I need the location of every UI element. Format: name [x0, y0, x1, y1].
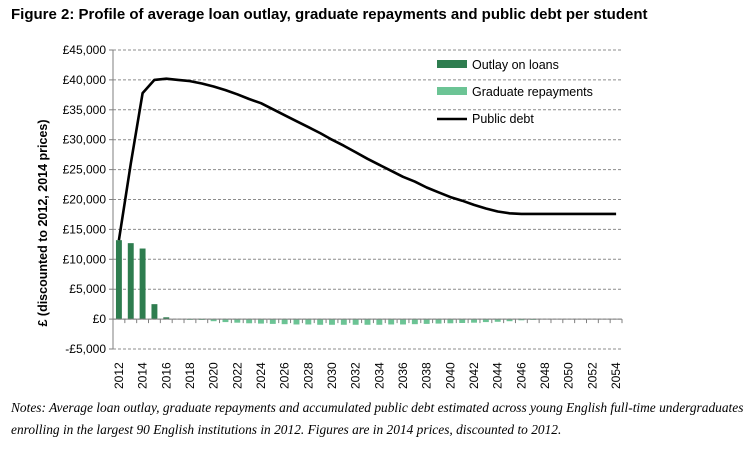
- x-tick-label: 2050: [562, 362, 576, 389]
- legend-label: Outlay on loans: [472, 58, 559, 72]
- bar: [281, 319, 288, 325]
- bar: [151, 304, 158, 320]
- x-tick-label: 2034: [372, 362, 386, 389]
- legend-label: Public debt: [472, 112, 534, 126]
- bar: [234, 319, 241, 323]
- axes: [109, 49, 623, 350]
- bars: [115, 240, 537, 325]
- y-tick-label: £30,000: [63, 133, 107, 147]
- bar: [435, 319, 442, 324]
- bar: [518, 319, 525, 321]
- bar: [364, 319, 371, 325]
- x-tick-label: 2040: [443, 362, 457, 389]
- x-tick-label: 2038: [420, 362, 434, 389]
- bar: [246, 319, 253, 324]
- bar: [352, 319, 359, 325]
- x-tick-label: 2032: [349, 362, 363, 389]
- bar: [139, 248, 146, 320]
- bar: [269, 319, 276, 324]
- bar: [482, 319, 489, 323]
- figure-title: Figure 2: Profile of average loan outlay…: [11, 6, 648, 23]
- bar: [210, 319, 217, 322]
- x-tick-label: 2016: [159, 362, 173, 389]
- x-tick-label: 2048: [538, 362, 552, 389]
- bar: [388, 319, 395, 325]
- public-debt-line: [117, 77, 617, 241]
- figure-notes: Notes: Average loan outlay, graduate rep…: [11, 400, 744, 437]
- legend-swatch: [437, 87, 467, 95]
- legend-label: Graduate repayments: [472, 85, 593, 99]
- y-axis-tick-labels: -£5,000 £0 £5,000 £10,000 £15,000 £20,000 £25,…: [63, 43, 107, 356]
- bar: [115, 240, 122, 320]
- y-tick-label: £20,000: [63, 193, 107, 207]
- y-tick-label: £35,000: [63, 103, 107, 117]
- y-tick-label: £25,000: [63, 163, 107, 177]
- legend-swatch: [437, 60, 467, 68]
- chart-canvas: -£5,000 £0 £5,000 £10,000 £15,000 £20,000 £25,…: [36, 43, 623, 389]
- bar: [400, 319, 406, 325]
- y-axis-label: £ (discounted to 2012, 2014 prices): [36, 119, 50, 326]
- x-tick-label: 2012: [112, 362, 126, 389]
- x-tick-label: 2054: [609, 362, 623, 389]
- x-tick-label: 2014: [136, 362, 150, 389]
- x-tick-label: 2046: [514, 362, 528, 389]
- bar: [494, 319, 501, 322]
- bar: [447, 319, 454, 324]
- y-tick-label: -£5,000: [65, 342, 106, 356]
- y-tick-label: £0: [93, 312, 107, 326]
- y-tick-label: £40,000: [63, 73, 107, 87]
- x-tick-label: 2026: [278, 362, 292, 389]
- x-tick-label: 2044: [491, 362, 505, 389]
- bar: [471, 319, 477, 323]
- bar: [163, 317, 170, 320]
- legend: Outlay on loans Graduate repayments Public…: [437, 58, 593, 126]
- x-tick-label: 2018: [183, 362, 197, 389]
- bar: [423, 319, 430, 324]
- x-tick-label: 2030: [325, 362, 339, 389]
- x-tick-label: 2052: [585, 362, 599, 389]
- bar: [127, 243, 134, 320]
- bar: [258, 319, 264, 324]
- y-tick-label: £10,000: [63, 252, 107, 266]
- x-tick-label: 2022: [230, 362, 244, 389]
- bar: [305, 319, 312, 325]
- x-tick-label: 2028: [301, 362, 315, 389]
- bar: [222, 319, 229, 323]
- bar: [340, 319, 347, 325]
- y-tick-label: £45,000: [63, 43, 107, 57]
- bar: [506, 319, 513, 322]
- bar: [293, 319, 300, 325]
- x-axis-tick-labels: 2012 2014 2016 2018 2020 2022 2024 2026 2028 2030…: [112, 362, 623, 389]
- bar: [329, 319, 335, 325]
- x-tick-label: 2024: [254, 362, 268, 389]
- bar: [376, 319, 383, 325]
- x-tick-label: 2042: [467, 362, 481, 389]
- x-tick-label: 2036: [396, 362, 410, 389]
- x-tick-label: 2020: [207, 362, 221, 389]
- y-tick-label: £5,000: [69, 282, 106, 296]
- bar: [317, 319, 324, 325]
- line-series: [117, 77, 617, 241]
- bar: [459, 319, 466, 323]
- bar: [411, 319, 418, 325]
- y-tick-label: £15,000: [63, 222, 107, 236]
